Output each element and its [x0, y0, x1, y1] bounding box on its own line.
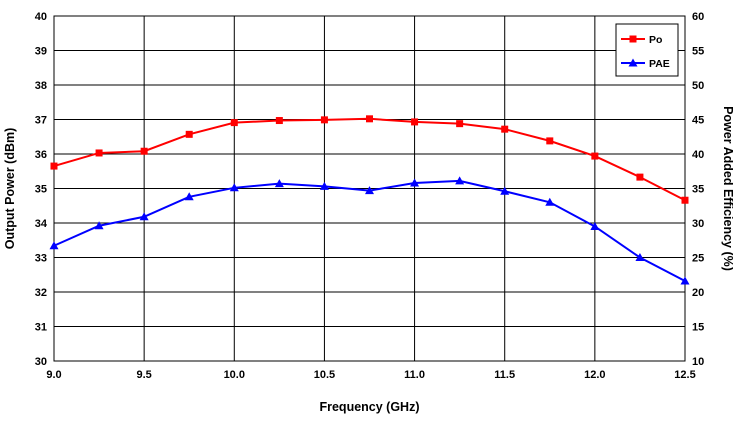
data-point-po: [275, 117, 283, 125]
data-point-pae: [229, 183, 239, 192]
y-left-tick-label: 36: [35, 149, 47, 161]
y-right-tick-label: 60: [692, 11, 704, 23]
series-po: [50, 115, 689, 204]
x-tick-labels: 9.0 9.5 10.0 10.5 11.0 11.5 12.0 12.5: [46, 369, 695, 381]
legend-label-pae: PAE: [649, 58, 670, 70]
y-left-tick-label: 32: [35, 287, 47, 299]
x-tick-label: 10.0: [224, 369, 245, 381]
data-point-po: [681, 196, 689, 204]
y-left-tick-label: 39: [35, 46, 47, 58]
legend-marker-pae: [628, 58, 638, 67]
data-point-pae: [274, 179, 284, 188]
data-point-pae: [410, 178, 420, 187]
legend: Po PAE: [615, 23, 679, 77]
y-right-axis-title: Power Added Efficiency (%): [721, 106, 733, 271]
y-right-tick-label: 35: [692, 184, 704, 196]
data-point-pae: [49, 241, 59, 250]
x-tick-label: 12.0: [584, 369, 605, 381]
x-tick-label: 10.5: [314, 369, 335, 381]
y-right-tick-label: 45: [692, 115, 704, 127]
y-left-tick-label: 37: [35, 115, 47, 127]
data-point-pae: [680, 276, 690, 285]
data-point-po: [320, 116, 328, 124]
data-point-pae: [184, 192, 194, 201]
data-point-pae: [500, 186, 510, 195]
y-left-tick-label: 33: [35, 253, 47, 265]
data-point-pae: [455, 176, 465, 185]
legend-label-po: Po: [649, 34, 662, 46]
data-point-pae: [635, 253, 645, 261]
y-right-tick-label: 55: [692, 46, 704, 58]
y-left-tick-label: 38: [35, 80, 47, 92]
plot-border: [53, 15, 686, 362]
y-left-tick-labels: 30 31 32 33 34 35 36 37 38 39 40: [35, 11, 48, 368]
data-point-po: [456, 120, 464, 128]
data-point-pae: [590, 221, 600, 230]
y-right-tick-label: 50: [692, 80, 704, 92]
y-left-tick-label: 30: [35, 356, 47, 368]
y-left-tick-label: 34: [35, 218, 48, 230]
y-left-tick-label: 35: [35, 184, 47, 196]
data-point-po: [366, 115, 373, 123]
y-right-tick-label: 15: [692, 322, 704, 334]
y-left-axis-title: Output Power (dBm): [3, 128, 17, 250]
data-point-po: [185, 130, 193, 138]
x-tick-label: 9.5: [136, 369, 151, 381]
x-tick-label: 12.5: [674, 369, 695, 381]
data-point-po: [230, 119, 238, 127]
data-point-pae: [319, 181, 329, 190]
legend-box: [615, 23, 679, 77]
series-pae: [49, 176, 690, 285]
y-left-tick-label: 31: [35, 322, 47, 334]
y-right-tick-label: 30: [692, 218, 704, 230]
data-point-pae: [545, 197, 555, 206]
legend-marker-po: [629, 35, 637, 43]
y-left-tick-label: 40: [35, 11, 47, 23]
x-axis-title: Frequency (GHz): [319, 400, 419, 414]
y-right-tick-label: 20: [692, 287, 704, 299]
y-right-tick-label: 40: [692, 149, 704, 161]
data-point-pae: [365, 186, 374, 195]
x-tick-label: 9.0: [46, 369, 61, 381]
data-point-po: [591, 152, 599, 160]
series-group: [49, 115, 690, 285]
data-point-po: [50, 162, 58, 170]
data-point-pae: [94, 221, 104, 230]
data-point-po: [140, 147, 148, 155]
x-tick-label: 11.5: [494, 369, 515, 381]
y-right-tick-label: 10: [692, 356, 704, 368]
data-point-po: [411, 118, 419, 126]
data-point-po: [95, 149, 103, 157]
data-point-pae: [139, 212, 149, 221]
x-tick-label: 11.0: [404, 369, 425, 381]
data-point-po: [636, 173, 644, 181]
y-right-tick-label: 25: [692, 253, 704, 265]
data-point-po: [546, 137, 554, 145]
data-point-po: [501, 125, 509, 133]
y-right-tick-labels: 10 15 20 25 30 35 40 45 50 55 60: [692, 11, 704, 368]
